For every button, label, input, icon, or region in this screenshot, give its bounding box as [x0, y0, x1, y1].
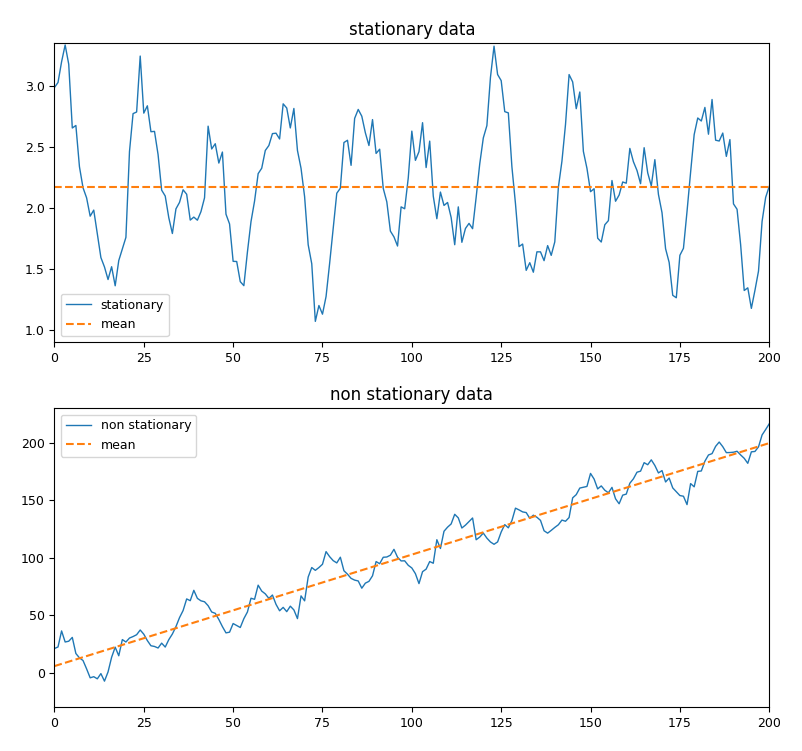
non stationary [99, 677, 109, 686]
stationary [53, 78, 63, 87]
non stationary [354, 577, 363, 586]
mean [350, 568, 359, 577]
mean [50, 182, 59, 192]
Legend: non stationary, mean: non stationary, mean [61, 415, 196, 457]
Title: stationary data: stationary data [349, 21, 475, 39]
Title: non stationary data: non stationary data [330, 386, 493, 404]
non stationary [439, 526, 449, 535]
stationary [118, 244, 128, 253]
mean [703, 457, 713, 466]
stationary [443, 198, 452, 207]
stationary [318, 309, 327, 318]
mean [53, 660, 63, 669]
Line: non stationary: non stationary [55, 424, 769, 681]
non stationary [50, 644, 59, 653]
stationary [50, 83, 59, 92]
Line: stationary: stationary [55, 45, 769, 321]
non stationary [314, 563, 324, 572]
non stationary [707, 449, 717, 458]
mean [764, 439, 774, 448]
mean [310, 581, 320, 590]
mean [114, 641, 124, 650]
stationary [60, 41, 70, 50]
non stationary [53, 642, 63, 651]
stationary [357, 112, 367, 121]
mean [435, 541, 445, 550]
Legend: stationary, mean: stationary, mean [61, 294, 169, 336]
Line: mean: mean [55, 443, 769, 666]
non stationary [118, 635, 128, 644]
stationary [711, 136, 720, 145]
stationary [310, 317, 320, 326]
non stationary [764, 419, 774, 428]
mean [50, 662, 59, 671]
stationary [764, 182, 774, 191]
mean [53, 182, 63, 192]
